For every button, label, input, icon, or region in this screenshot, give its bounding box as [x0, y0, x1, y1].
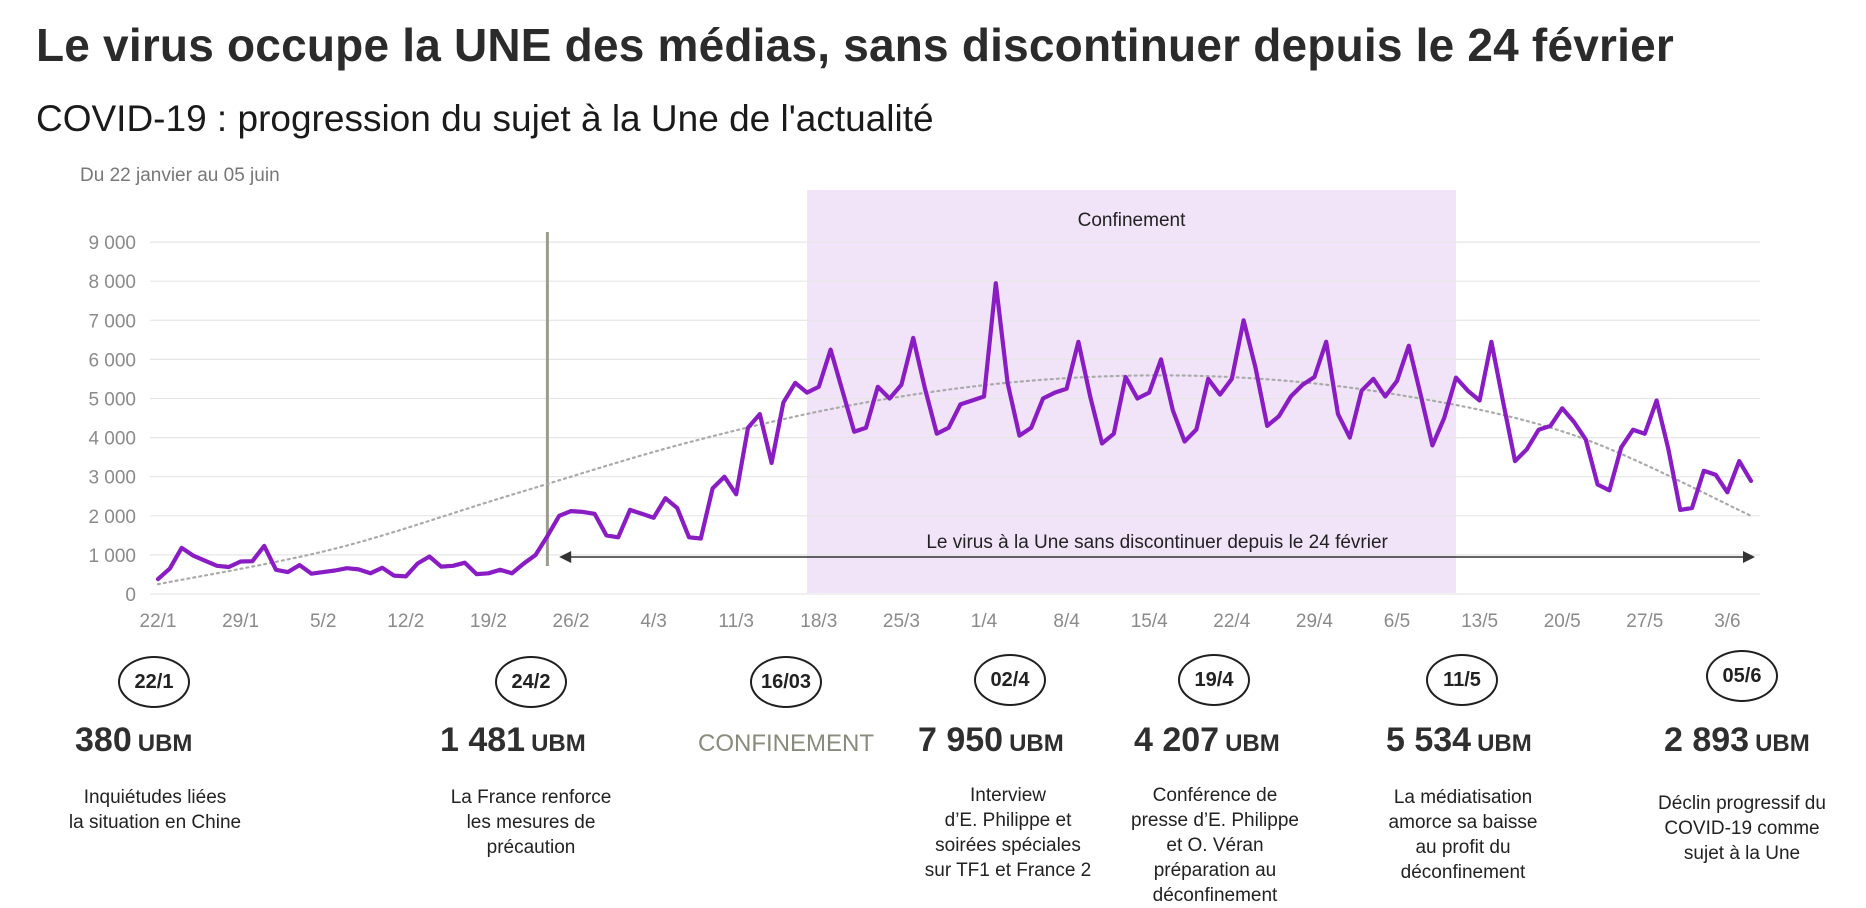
milestone-date-badge: 11/5	[1426, 654, 1498, 706]
x-tick-label: 18/3	[800, 611, 837, 632]
x-tick-label: 20/5	[1544, 611, 1581, 632]
x-tick-label: 22/4	[1213, 611, 1250, 632]
y-tick-label: 1 000	[88, 546, 136, 567]
milestone-description: La médiatisation amorce sa baisse au profi…	[1388, 787, 1538, 883]
x-tick-label: 19/2	[470, 611, 507, 632]
milestone-description: La France renforce les mesures de précauti…	[450, 787, 612, 858]
y-tick-label: 7 000	[88, 311, 136, 332]
chart-subtitle: COVID-19 : progression du sujet à la Une…	[36, 98, 934, 139]
arrow-label: Le virus à la Une sans discontinuer depu…	[926, 532, 1388, 553]
milestone-value: 380 UBM	[75, 721, 193, 759]
milestone-date-badge: 16/03	[750, 656, 822, 708]
milestone-date-badge: 05/6	[1706, 650, 1778, 702]
x-tick-label: 25/3	[883, 611, 920, 632]
milestone-value: 4 207 UBM	[1134, 721, 1280, 759]
milestone-value: 1 481 UBM	[440, 721, 586, 759]
x-tick-label: 3/6	[1714, 611, 1740, 632]
confinement-band-label: Confinement	[1078, 210, 1186, 231]
y-tick-label: 6 000	[88, 350, 136, 371]
x-tick-label: 15/4	[1131, 611, 1168, 632]
x-tick-label: 29/4	[1296, 611, 1333, 632]
series-line-ubm	[155, 281, 1754, 582]
milestone-date-badge: 22/1	[118, 656, 190, 708]
page-title: Le virus occupe la UNE des médias, sans …	[36, 19, 1674, 71]
y-tick-label: 5 000	[88, 390, 136, 411]
x-tick-label: 5/2	[310, 611, 336, 632]
x-tick-label: 22/1	[140, 611, 177, 632]
x-tick-label: 12/2	[387, 611, 424, 632]
milestone-date-badge: 19/4	[1178, 654, 1250, 706]
x-tick-label: 26/2	[553, 611, 590, 632]
milestone-description: Déclin progressif du COVID-19 comme sujet …	[1658, 793, 1826, 864]
arrow-head-right	[1743, 551, 1755, 563]
y-tick-label: 0	[125, 585, 136, 606]
milestone-description: Interview d’E. Philippe et soirées spécial…	[924, 785, 1092, 881]
x-tick-label: 27/5	[1626, 611, 1663, 632]
x-tick-label: 6/5	[1384, 611, 1410, 632]
period-label: Du 22 janvier au 05 juin	[80, 165, 280, 186]
x-tick-label: 13/5	[1461, 611, 1498, 632]
line-chart: Confinement Le virus à la Une sans disco…	[88, 190, 1760, 632]
milestone-value: 7 950 UBM	[918, 721, 1064, 759]
y-tick-label: 4 000	[88, 429, 136, 450]
trend-curve	[156, 374, 1753, 586]
milestone-description: Conférence de presse d’E. Philippe et O. V…	[1131, 785, 1299, 906]
milestone-date-badge: 02/4	[974, 654, 1046, 706]
milestone-date-badge: 24/2	[495, 656, 567, 708]
milestone-value: 2 893 UBM	[1664, 721, 1810, 759]
x-tick-label: 29/1	[222, 611, 259, 632]
arrow-head-left	[559, 551, 572, 563]
x-tick-label: 11/3	[718, 611, 754, 632]
x-tick-label: 4/3	[640, 611, 666, 632]
milestone-description: Inquiétudes liées la situation en Chine	[68, 787, 242, 833]
y-tick-label: 9 000	[88, 233, 136, 254]
x-tick-label: 1/4	[971, 611, 998, 632]
x-tick-label: 8/4	[1053, 611, 1080, 632]
y-tick-label: 3 000	[88, 468, 136, 489]
y-tick-label: 8 000	[88, 272, 136, 293]
y-tick-label: 2 000	[88, 507, 136, 528]
confinement-label: CONFINEMENT	[698, 730, 874, 757]
milestone-value: 5 534 UBM	[1386, 721, 1532, 759]
